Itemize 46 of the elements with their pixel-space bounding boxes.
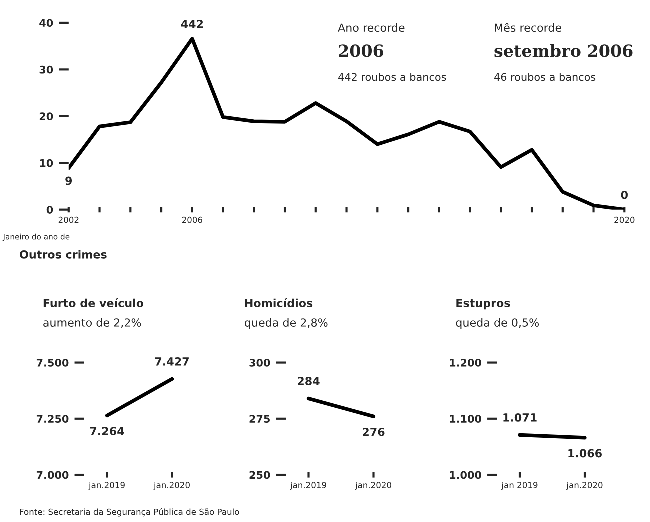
- data-label: 1.066: [568, 449, 602, 458]
- y-tick-label: 7.500: [36, 359, 69, 367]
- y-tick-label: 0: [46, 206, 54, 214]
- annotation: Mês recorde: [495, 23, 562, 32]
- chart-subtitle: aumento de 2,2%: [44, 318, 142, 328]
- x-tick-label: 2006: [182, 216, 202, 224]
- x-tick-label: jan.2020: [355, 482, 392, 490]
- data-label: 284: [298, 377, 320, 386]
- annotation: Ano recorde: [338, 23, 405, 32]
- chart-subtitle: queda de 0,5%: [456, 318, 540, 330]
- y-tick-label: 30: [40, 66, 54, 74]
- y-tick-label: 7.250: [36, 415, 69, 424]
- chart-title: Furto de veículo: [44, 298, 144, 308]
- y-tick-label: 20: [40, 112, 54, 121]
- data-label: 7.427: [155, 358, 189, 366]
- y-tick-label: 1.000: [450, 471, 482, 480]
- y-tick-label: 40: [40, 19, 54, 28]
- y-tick-label: 7.000: [36, 471, 69, 480]
- annotation: 9: [66, 176, 72, 186]
- chart-title: Homicídios: [245, 298, 313, 308]
- x-tick-label: jan.2019: [88, 482, 125, 490]
- y-tick-label: 1.100: [450, 415, 482, 424]
- data-label: 7.264: [90, 427, 124, 436]
- y-tick-label: 275: [250, 415, 270, 424]
- annotation: 442: [181, 20, 204, 28]
- text: Outros crimes: [20, 250, 107, 259]
- annotation: 0: [621, 190, 628, 200]
- x-tick-label: jan.2019: [290, 482, 326, 490]
- annotation: setembro 2006: [494, 44, 633, 58]
- data-label: 1.071: [504, 414, 537, 422]
- annotation: 2006: [339, 44, 384, 58]
- y-tick-label: 250: [250, 471, 270, 480]
- x-tick-label: jan.2020: [566, 482, 603, 490]
- x-tick-label: jan 2019: [502, 482, 538, 490]
- annotation: 46 roubos a bancos: [494, 73, 596, 82]
- x-tick-label: 2020: [614, 216, 635, 224]
- y-tick-label: 1.200: [450, 359, 482, 367]
- chart-subtitle: queda de 2,8%: [245, 318, 328, 330]
- y-tick-label: 300: [250, 359, 270, 367]
- y-tick-label: 10: [40, 159, 54, 168]
- x-tick-label: jan.2020: [154, 482, 190, 490]
- data-label: 276: [363, 428, 385, 436]
- annotation: 442 roubos a bancos: [338, 73, 446, 82]
- source-note: Fonte: Secretaria da Segurança Pública de São Paulo: [20, 508, 240, 517]
- chart-title: Estupros: [456, 299, 510, 310]
- x-tick-label: 2002: [58, 216, 79, 224]
